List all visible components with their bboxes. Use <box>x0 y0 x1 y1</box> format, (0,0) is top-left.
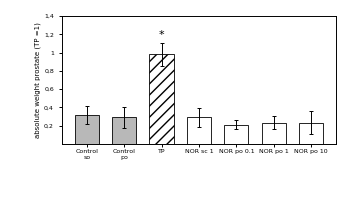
Bar <box>262 123 286 144</box>
Bar <box>112 117 136 144</box>
Text: *: * <box>159 30 164 40</box>
Bar <box>187 117 211 144</box>
Bar <box>299 123 323 144</box>
Y-axis label: absolute weight prostate (TP =1): absolute weight prostate (TP =1) <box>35 22 41 138</box>
Bar <box>75 115 99 144</box>
Bar <box>149 54 174 144</box>
Bar <box>224 125 248 144</box>
